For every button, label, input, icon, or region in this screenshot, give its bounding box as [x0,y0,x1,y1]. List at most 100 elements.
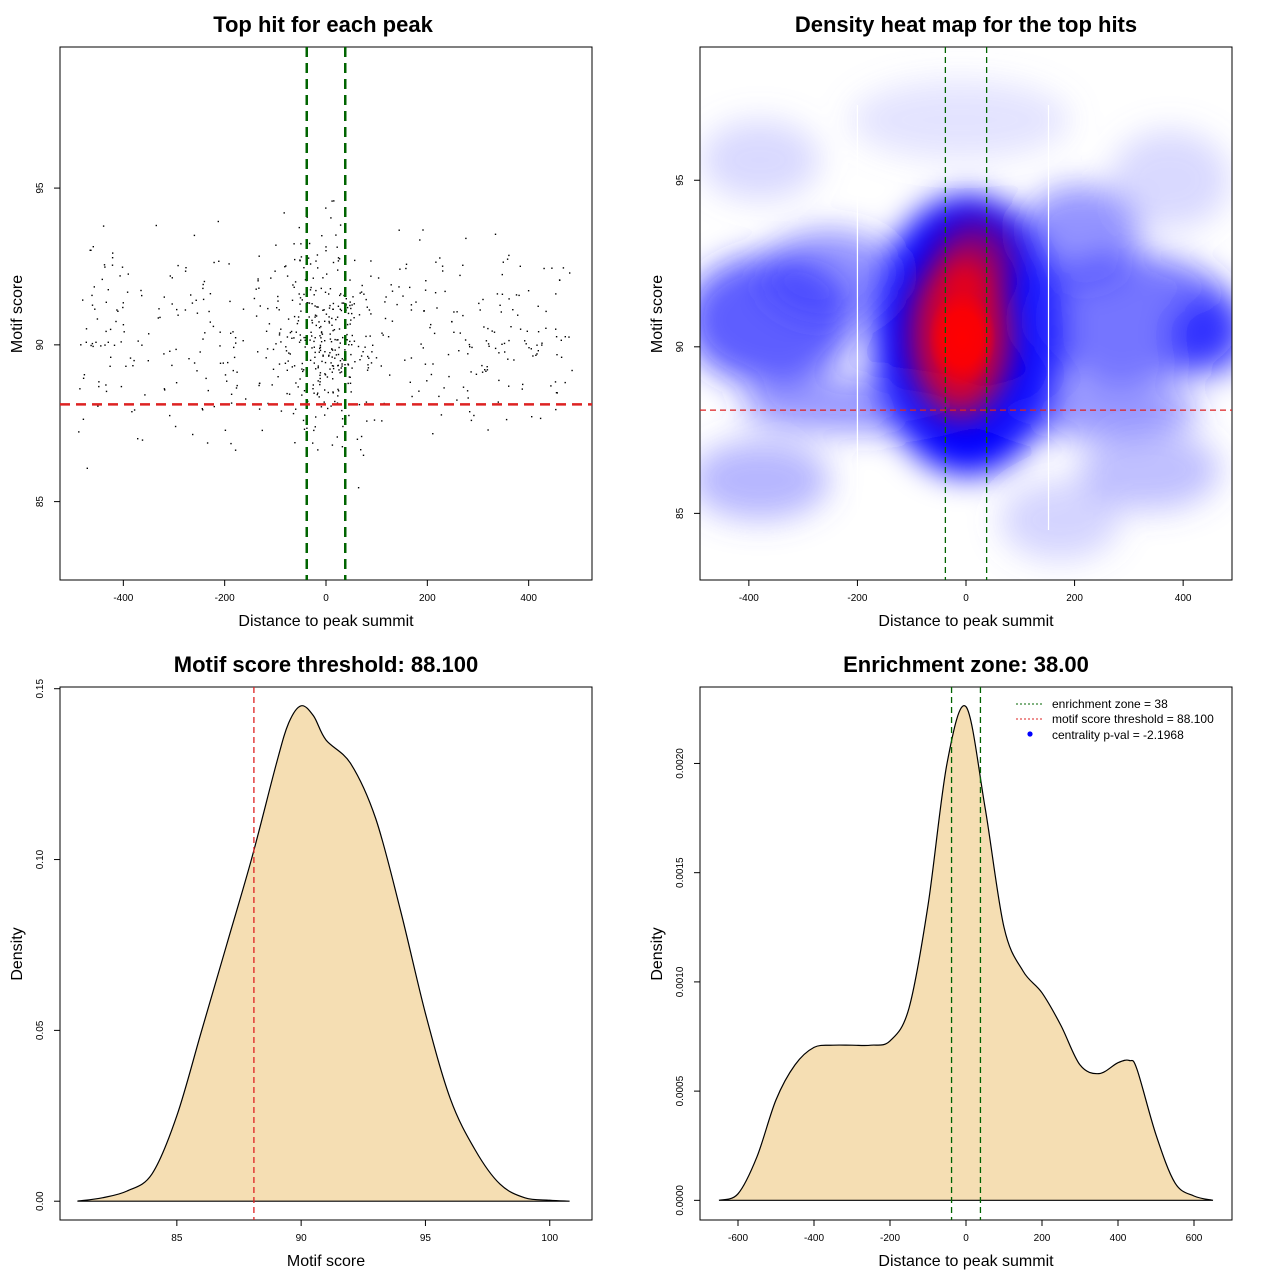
scatter-point [369,335,371,337]
scatter-point [349,323,351,325]
scatter-point [299,378,301,380]
scatter-point [365,335,367,338]
scatter-point [234,449,237,451]
scatter-point [486,366,488,368]
scatter-point [177,264,179,267]
scatter-point [280,341,282,343]
scatter-point [432,433,434,435]
scatter-point [148,333,150,335]
scatter-point [494,233,497,235]
scatter-point [473,414,475,417]
scatter-point [313,392,315,394]
scatter-point [328,307,331,309]
scatter-point [331,356,333,358]
scatter-point [311,322,314,324]
scatter-point [137,438,139,440]
scatter-point [499,304,501,306]
scatter-point [331,324,333,326]
scatter-point [163,353,165,355]
enrichment-density-reference-lines [950,687,982,1220]
scatter-point [341,365,343,367]
scatter-point [479,309,481,311]
scatter-point [288,352,290,354]
scatter-point [303,336,305,339]
scatter-point [294,442,296,444]
scatter-point [415,301,417,303]
scatter-point [339,294,341,297]
scatter-point [319,383,321,386]
scatter-point [299,260,301,262]
scatter-point [306,427,308,429]
scatter-point [345,298,347,300]
scatter-point [268,323,271,325]
scatter-point [501,273,503,276]
scatter-point [322,277,324,279]
scatter-point [169,414,171,417]
scatter-point [277,300,279,302]
scatter-point [141,294,143,297]
scatter-point [310,331,312,333]
scatter-point [467,397,469,399]
scatter-points [78,200,573,489]
scatter-point [219,331,221,333]
scatter-point [338,328,341,330]
scatter-point [278,332,281,334]
scatter-point [313,340,315,343]
scatter-point [147,360,149,362]
scatter-point [208,310,210,313]
scatter-point [219,345,221,347]
scatter-point [86,467,88,469]
scatter-point [344,364,346,366]
scatter-point [298,293,300,295]
scatter-point [453,331,455,333]
scatter-point [560,356,563,358]
scatter-point [310,286,312,289]
legend-enrichment-zone-label: enrichment zone = 38 [1052,697,1168,711]
scatter-point [404,359,406,361]
scatter-point [212,325,215,328]
scatter-point [373,419,376,421]
x-tick-label: -400 [113,593,133,604]
heatmap-y-axis-label: Motif score [649,275,666,353]
scatter-point [111,264,114,266]
scatter-point [230,393,233,395]
scatter-point [109,365,111,367]
scatter-point [508,254,510,257]
y-tick-label: 0.15 [35,679,46,699]
scatter-point [313,294,315,296]
x-tick-label: 200 [419,593,436,604]
x-tick-label: -400 [739,593,759,604]
scatter-point [332,378,334,380]
scatter-point [105,301,107,303]
scatter-point [487,429,489,431]
scatter-point [235,342,237,344]
scatter-point [340,309,343,312]
scatter-point [424,289,427,291]
scatter-point [519,328,522,330]
scatter-point [368,309,371,311]
scatter-point [317,267,319,269]
scatter-point [176,308,178,311]
scatter-point [328,293,330,295]
scatter-point [360,435,363,438]
scatter-point [470,371,472,373]
scatter-point [324,389,326,391]
scatter-point [127,273,129,275]
scatter-point [235,387,238,389]
scatter-point [314,305,316,307]
scatter-point [518,294,520,297]
scatter-point [315,289,317,292]
scatter-point [322,309,324,311]
scatter-point [276,307,278,309]
scatter-point [110,356,112,358]
scatter-point [337,269,339,271]
scatter-point [314,316,316,318]
scatter-point [341,446,344,448]
scatter-point [171,364,173,367]
scatter-point [291,366,293,368]
scatter-point [308,302,311,304]
scatter-point [439,257,441,259]
scatter-point [399,268,401,270]
scatter-point [504,351,506,353]
scatter-point [219,362,222,364]
